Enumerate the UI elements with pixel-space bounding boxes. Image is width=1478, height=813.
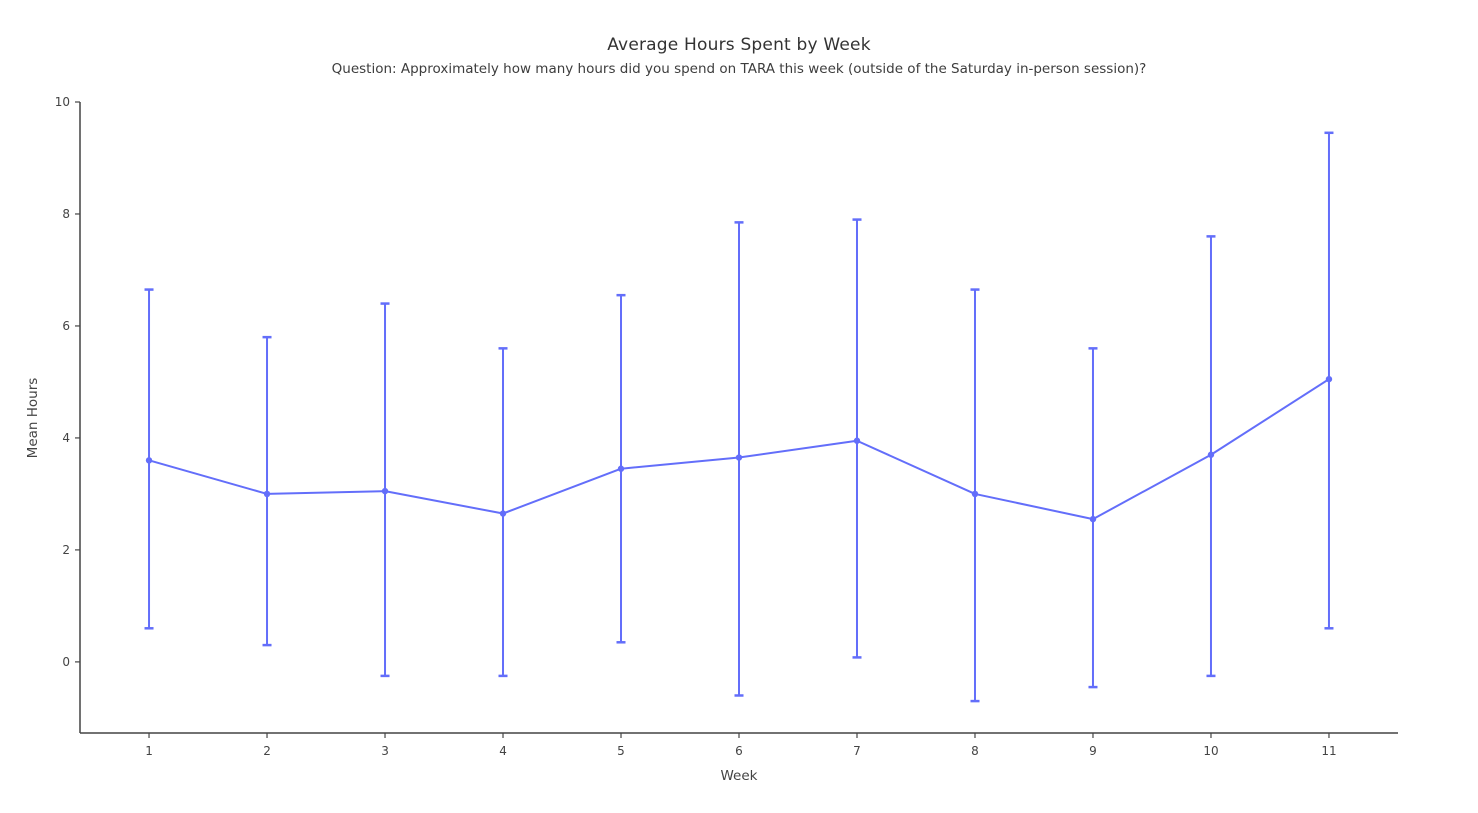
mean-marker — [499, 510, 507, 517]
mean-marker — [1207, 451, 1215, 458]
x-tick-label: 1 — [145, 744, 153, 758]
y-tick-label: 10 — [55, 95, 70, 109]
mean-marker — [853, 437, 861, 444]
x-tick-label: 9 — [1089, 744, 1097, 758]
x-tick-label: 6 — [735, 744, 743, 758]
mean-marker — [1089, 515, 1097, 523]
mean-marker — [1325, 375, 1333, 383]
y-tick-label: 4 — [62, 431, 70, 445]
y-tick-label: 0 — [62, 655, 70, 669]
chart-subtitle: Question: Approximately how many hours d… — [331, 61, 1147, 77]
chart-title: Average Hours Spent by Week — [607, 35, 871, 55]
x-tick-label: 10 — [1203, 744, 1218, 758]
x-tick-label: 8 — [971, 744, 979, 758]
mean-marker — [263, 490, 271, 498]
x-tick-label: 4 — [499, 744, 507, 758]
x-axis-label: Week — [720, 768, 758, 784]
y-tick-label: 6 — [62, 319, 70, 333]
mean-marker — [971, 490, 979, 498]
mean-marker — [145, 457, 153, 464]
x-tick-label: 2 — [263, 744, 271, 758]
x-tick-label: 7 — [853, 744, 861, 758]
y-axis-label: Mean Hours — [25, 377, 41, 459]
mean-marker — [617, 465, 625, 472]
y-tick-label: 2 — [62, 543, 70, 557]
x-tick-label: 3 — [381, 744, 389, 758]
x-tick-label: 5 — [617, 744, 625, 758]
mean-marker — [735, 454, 743, 461]
y-tick-label: 8 — [62, 207, 70, 221]
mean-marker — [381, 487, 389, 495]
x-tick-label: 11 — [1321, 744, 1336, 758]
